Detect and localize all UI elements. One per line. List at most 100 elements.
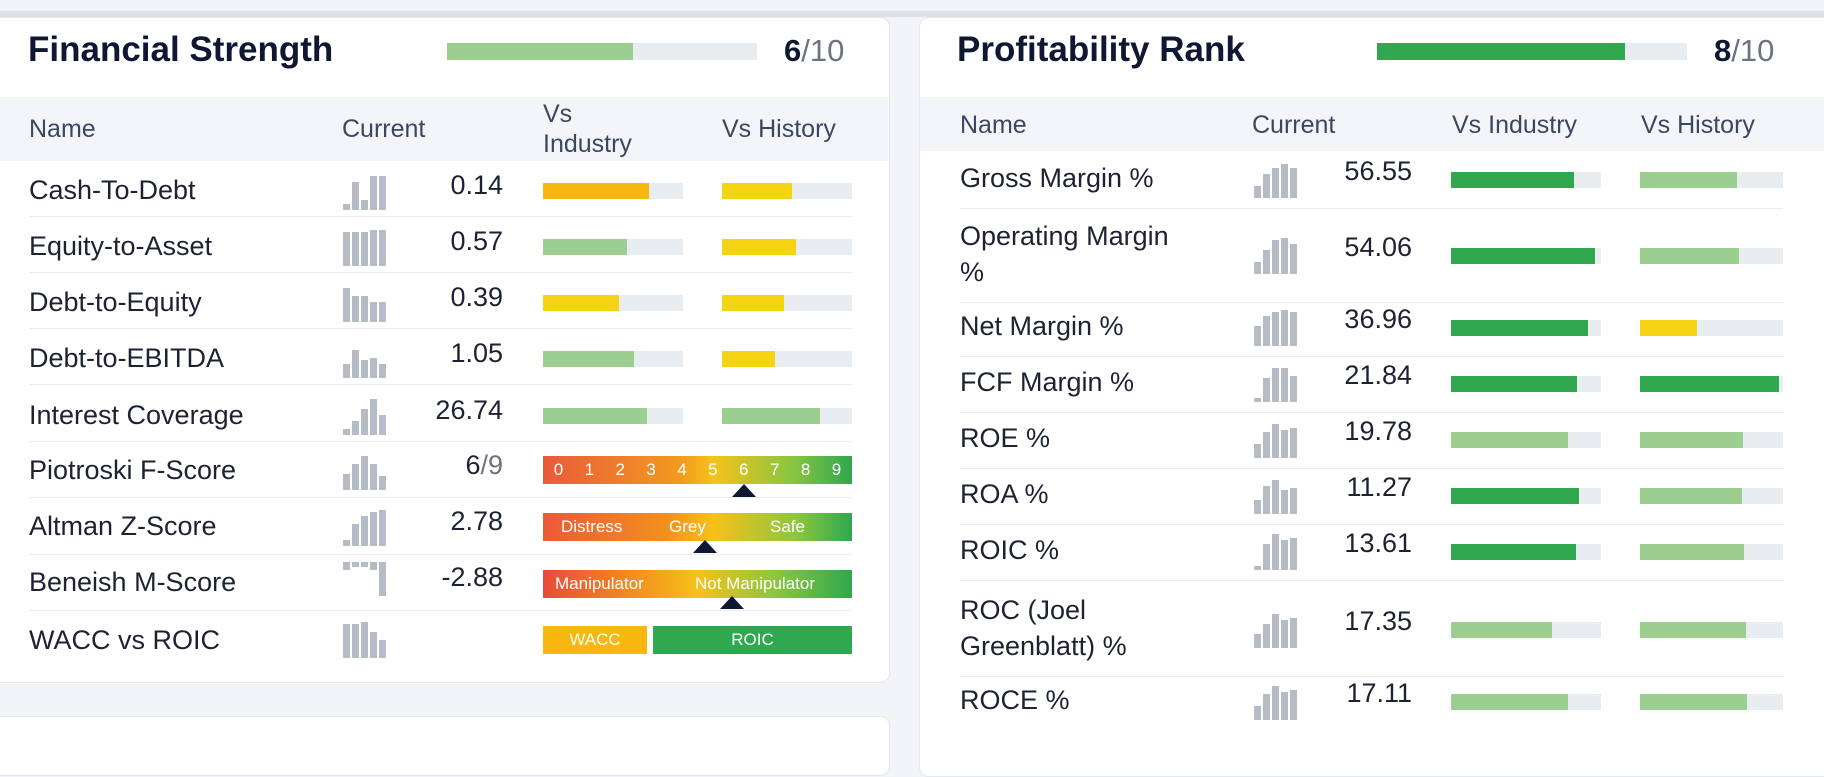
financial-strength-title: Financial Strength: [28, 30, 334, 69]
row-divider: [29, 216, 852, 217]
sparkline-bar: [352, 182, 359, 210]
row-divider: [29, 328, 852, 329]
vs-history-bar-fill: [722, 183, 792, 199]
sparkline-bar: [379, 364, 386, 378]
row-divider: [29, 441, 852, 442]
sparkline-bar: [1281, 490, 1288, 514]
sparkline-bar: [1263, 432, 1270, 458]
beneish-not-manipulator-label: Not Manipulator: [695, 574, 816, 593]
vs-industry-bar-fill: [1451, 172, 1574, 188]
metric-value: 56.55: [1344, 156, 1412, 186]
sparkline-bar: [1263, 624, 1270, 648]
vs-history-bar-fill: [1640, 248, 1739, 264]
sparkline-bar: [1254, 444, 1261, 458]
top-divider: [0, 11, 1824, 17]
vs-history-bar-fill: [1640, 376, 1779, 392]
header-current: Current: [342, 115, 426, 143]
vs-industry-bar: [543, 295, 683, 311]
wacc-sparkline: [343, 618, 387, 658]
metric-name: Debt-to-Equity: [29, 287, 202, 317]
sparkline-bar: [1254, 186, 1261, 198]
vs-industry-bar-fill: [1451, 320, 1588, 336]
vs-industry-bar-fill: [543, 408, 647, 424]
sparkline-bar: [1290, 618, 1297, 648]
metric-name: FCF Margin %: [960, 367, 1135, 397]
beneish-sparkline: [343, 562, 387, 602]
metric-sparkline: [1254, 418, 1298, 458]
vs-industry-bar: [1451, 694, 1601, 710]
wacc-segment: WACC: [543, 626, 647, 654]
metric-value: 1.05: [450, 338, 503, 368]
sparkline-bar: [379, 415, 386, 435]
metric-sparkline: [1254, 474, 1298, 514]
metric-value: 11.27: [1346, 472, 1412, 502]
altman-grey-label: Grey: [669, 517, 706, 536]
row-divider: [29, 554, 852, 555]
score-max: /10: [801, 33, 845, 68]
metric-sparkline: [1254, 530, 1298, 570]
vs-history-bar-fill: [722, 295, 784, 311]
sparkline-bar: [370, 302, 377, 322]
header-vs-history: Vs History: [1641, 111, 1755, 139]
metric-value: 17.11: [1346, 678, 1412, 708]
sparkline-bar: [1272, 480, 1279, 514]
metric-sparkline: [1254, 234, 1298, 274]
vs-history-bar-fill: [722, 408, 820, 424]
piotroski-tick: 0: [553, 460, 564, 479]
beneish-marker-icon: [720, 596, 744, 609]
vs-industry-bar-fill: [1451, 376, 1577, 392]
vs-history-bar-fill: [1640, 622, 1746, 638]
sparkline-bar: [1263, 250, 1270, 274]
vs-industry-bar: [1451, 376, 1601, 392]
piotroski-tick: 8: [800, 460, 811, 479]
metric-name: Net Margin %: [960, 311, 1124, 341]
row-divider: [29, 610, 852, 611]
score-max: /10: [1731, 33, 1775, 68]
metric-name: ROCE %: [960, 685, 1070, 715]
sparkline-bar: [343, 232, 350, 266]
sparkline-bar: [1290, 244, 1297, 274]
altman-marker-icon: [693, 540, 717, 553]
sparkline-bar: [1272, 368, 1279, 402]
metric-value: 21.84: [1344, 360, 1412, 390]
metric-sparkline: [1254, 158, 1298, 198]
row-divider: [960, 208, 1783, 209]
sparkline-bar: [1254, 634, 1261, 648]
sparkline-bar: [1281, 164, 1288, 198]
metric-sparkline: [343, 170, 387, 210]
sparkline-bar: [361, 360, 368, 378]
vs-history-bar: [1640, 544, 1783, 560]
vs-history-bar-fill: [1640, 320, 1697, 336]
beneish-value: -2.88: [441, 562, 503, 592]
score-value: 6: [784, 33, 802, 68]
piotroski-tick: 2: [615, 460, 625, 479]
sparkline-bar: [343, 204, 350, 210]
metric-sparkline: [1254, 306, 1298, 346]
altman-label: Altman Z-Score: [29, 511, 217, 541]
metric-value: 0.14: [450, 170, 503, 200]
header-vs-history: Vs History: [722, 115, 836, 143]
sparkline-bar: [370, 176, 377, 210]
header-vs-industry: Vs Industry: [1452, 111, 1578, 139]
sparkline-bar: [1281, 620, 1288, 648]
profitability-rank-score-fill: [1377, 43, 1625, 60]
row-divider: [960, 302, 1783, 303]
vs-industry-bar: [543, 183, 683, 199]
header-name: Name: [29, 115, 96, 143]
piotroski-label: Piotroski F-Score: [29, 455, 237, 485]
vs-industry-bar-fill: [543, 239, 627, 255]
vs-industry-bar-fill: [543, 183, 649, 199]
metric-sparkline: [1254, 680, 1298, 720]
vs-industry-bar-fill: [1451, 544, 1576, 560]
sparkline-bar: [343, 429, 350, 435]
metric-name: Equity-to-Asset: [29, 231, 213, 261]
metric-sparkline: [1254, 608, 1298, 648]
sparkline-bar: [370, 230, 377, 266]
header-vs-industry: Vs Industry: [543, 100, 632, 158]
metric-value: 13.61: [1344, 528, 1412, 558]
score-value: 8: [1714, 33, 1732, 68]
metric-value: 26.74: [435, 395, 503, 425]
metric-name: Cash-To-Debt: [29, 175, 196, 205]
row-divider: [960, 580, 1783, 581]
financial-strength-score: 6/10: [784, 33, 844, 69]
